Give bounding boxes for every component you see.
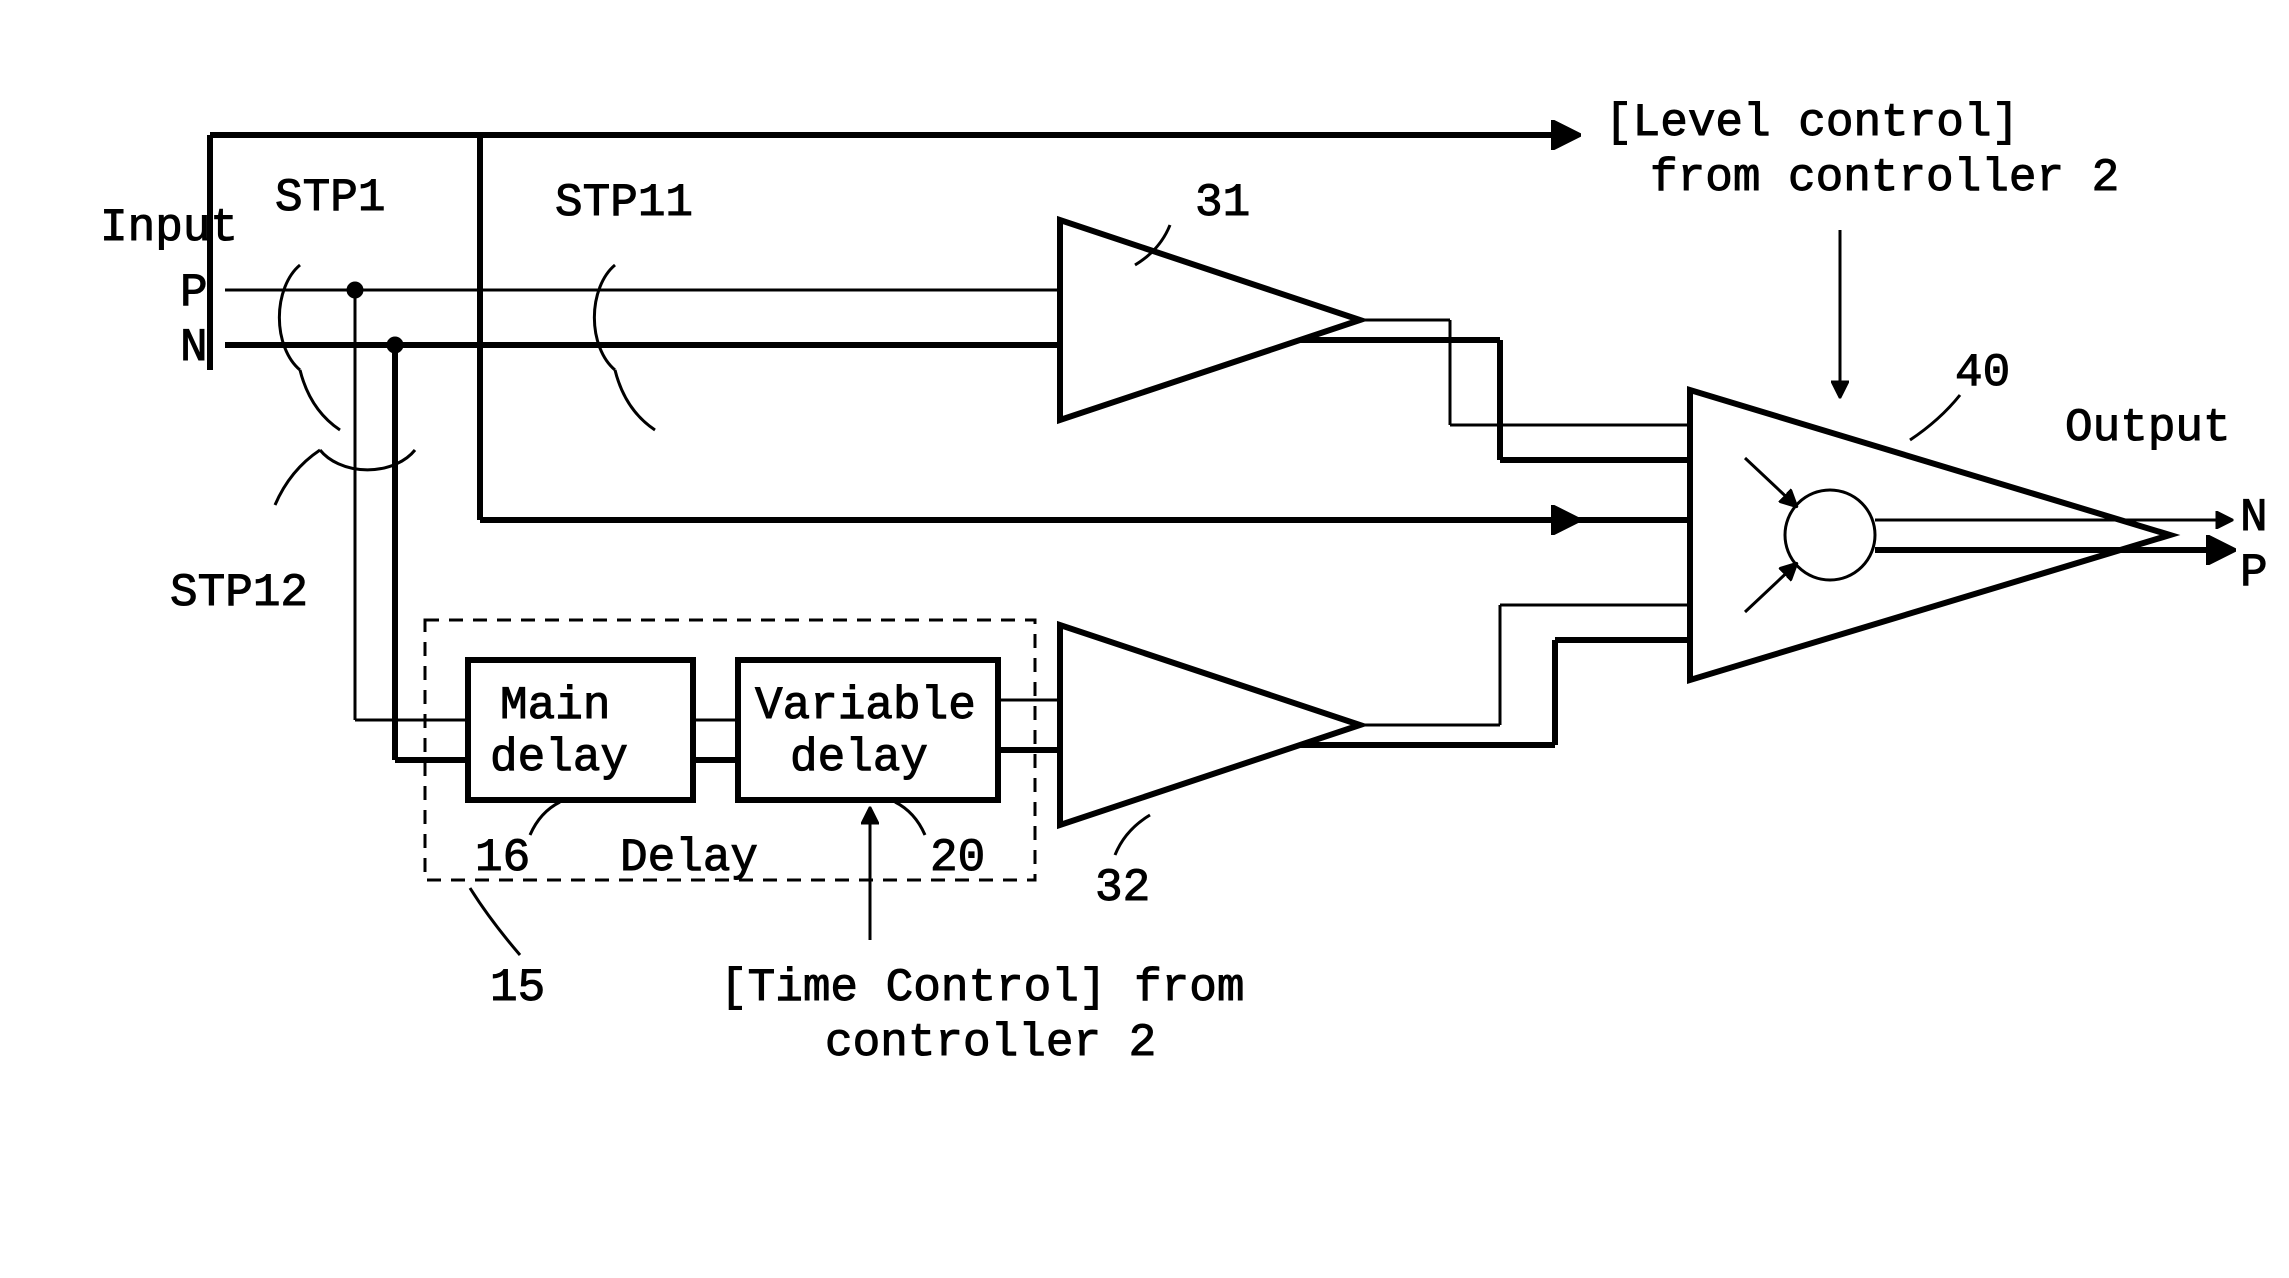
time-control-label-l2: controller 2: [825, 1017, 1156, 1069]
stp12-pair-icon: [320, 450, 415, 470]
variable-delay-label-l1: Variable: [755, 680, 976, 732]
output-n-label: N: [2240, 492, 2268, 544]
ref-31-label: 31: [1195, 177, 1250, 229]
stp12-label: STP12: [170, 567, 308, 619]
stp11-label: STP11: [555, 177, 693, 229]
circuit-diagram: [Level control] from controller 2 Input …: [0, 0, 2289, 1278]
stp1-pair-icon: [279, 265, 300, 370]
time-control-label-l1: [Time Control] from: [720, 962, 1245, 1014]
level-control-label-l1: [Level control]: [1605, 97, 2019, 149]
output-label: Output: [2065, 402, 2231, 454]
variable-delay-label-l2: delay: [790, 732, 928, 784]
amp-31-icon: [1060, 220, 1360, 420]
input-label: Input: [100, 202, 238, 254]
main-delay-label-l2: delay: [490, 732, 628, 784]
input-p-label: P: [180, 267, 208, 319]
delay-label: Delay: [620, 832, 758, 884]
amp-32-icon: [1060, 625, 1360, 825]
ref-40-label: 40: [1955, 347, 2010, 399]
stp1-label: STP1: [275, 172, 385, 224]
stp11-pair-icon: [594, 265, 615, 370]
ref-20-label: 20: [930, 832, 985, 884]
ref-15-label: 15: [490, 962, 545, 1014]
amp-40-summing-circle: [1785, 490, 1875, 580]
output-p-label: P: [2240, 547, 2268, 599]
ref-16-label: 16: [475, 832, 530, 884]
level-control-label-l2: from controller 2: [1650, 152, 2119, 204]
input-n-label: N: [180, 322, 208, 374]
ref-32-label: 32: [1095, 862, 1150, 914]
main-delay-label-l1: Main: [500, 680, 610, 732]
